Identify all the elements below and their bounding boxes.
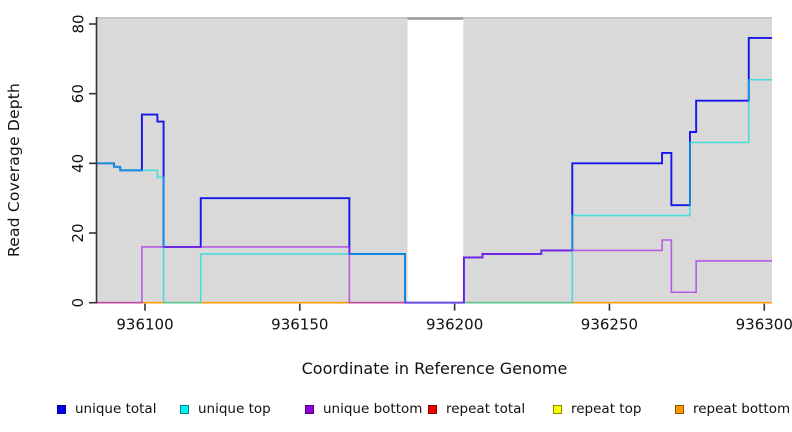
y-tick-label: 40 bbox=[69, 154, 87, 173]
legend-item-repeat-top: repeat top bbox=[553, 399, 641, 419]
x-tick-label: 936150 bbox=[271, 316, 328, 334]
x-tick-label: 936250 bbox=[581, 316, 638, 334]
legend-label: repeat top bbox=[571, 401, 642, 417]
series-line-unique-top bbox=[97, 78, 772, 304]
x-tick-label: 936200 bbox=[426, 316, 483, 334]
y-axis-label: Read Coverage Depth bbox=[5, 82, 23, 258]
y-tick-label: 60 bbox=[69, 84, 87, 103]
legend-swatch-icon bbox=[675, 404, 684, 414]
legend-swatch-icon bbox=[428, 404, 437, 414]
legend-label: unique total bbox=[75, 401, 157, 417]
x-axis-label: Coordinate in Reference Genome bbox=[301, 359, 568, 378]
legend-label: repeat total bbox=[446, 401, 526, 417]
legend-item-unique-bottom: unique bottom bbox=[305, 399, 422, 419]
coverage-step-chart: 0 20 40 60 80 936100 936150 936200 936250 936300 bbox=[69, 14, 792, 334]
legend-swatch-icon bbox=[180, 404, 189, 414]
legend-swatch-icon bbox=[553, 404, 562, 414]
y-tick-label: 80 bbox=[69, 14, 87, 33]
series-line-unique-bottom bbox=[97, 239, 772, 304]
y-tick-label: 20 bbox=[69, 223, 87, 242]
legend-swatch-icon bbox=[57, 404, 66, 414]
x-tick-label: 936300 bbox=[736, 316, 792, 334]
missing-data-mask bbox=[407, 19, 464, 305]
x-tick-label: 936100 bbox=[116, 316, 173, 334]
chart-legend: unique total unique top unique bottom repea… bbox=[0, 399, 792, 421]
legend-item-repeat-bottom: repeat bottom bbox=[675, 399, 790, 419]
legend-item-unique-total: unique total bbox=[57, 399, 156, 419]
legend-label: unique bottom bbox=[323, 401, 423, 417]
legend-label: unique top bbox=[198, 401, 271, 417]
legend-item-unique-top: unique top bbox=[180, 399, 271, 419]
legend-swatch-icon bbox=[305, 404, 314, 414]
legend-label: repeat bottom bbox=[693, 401, 791, 417]
plot-area: 0 20 40 60 80 936100 936150 936200 936250 936300 bbox=[69, 14, 792, 334]
legend-item-repeat-total: repeat total bbox=[428, 399, 525, 419]
y-tick-label: 0 bbox=[69, 298, 87, 308]
